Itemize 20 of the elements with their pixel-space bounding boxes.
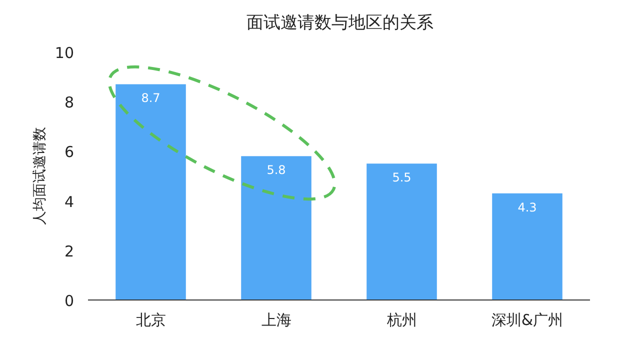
y-tick-label: 10: [54, 44, 74, 62]
y-tick-label: 2: [64, 242, 74, 260]
data-label: 5.8: [266, 163, 286, 178]
data-label: 4.3: [518, 200, 537, 214]
bar: [366, 164, 437, 300]
y-tick-label: 6: [64, 143, 74, 162]
y-axis-title: 人均面试邀请数: [32, 127, 48, 225]
data-label: 5.5: [392, 170, 412, 185]
bar: [116, 84, 186, 300]
y-tick-label: 8: [64, 94, 74, 112]
x-tick-label: 北京: [136, 311, 166, 329]
x-tick-label: 深圳&广州: [491, 311, 564, 329]
x-tick-label: 杭州: [386, 311, 417, 329]
y-tick-label: 0: [64, 292, 74, 310]
bar: [241, 156, 312, 300]
bar: [492, 193, 562, 300]
data-label: 8.7: [141, 91, 160, 106]
x-tick-label: 上海: [261, 311, 292, 329]
chart-title: 面试邀请数与地区的关系: [246, 13, 434, 33]
y-tick-label: 4: [64, 192, 74, 211]
